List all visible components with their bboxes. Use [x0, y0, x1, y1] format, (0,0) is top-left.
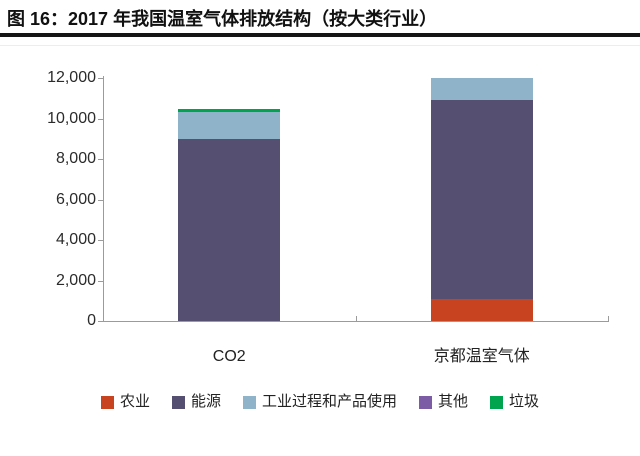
legend-label: 其他	[438, 393, 469, 410]
title-sub-rule	[0, 45, 640, 46]
y-axis-tick-label: 2,000	[55, 271, 96, 289]
legend-label: 工业过程和产品使用	[261, 393, 397, 410]
legend-swatch-other	[419, 395, 432, 409]
y-axis-tick-label: 6,000	[55, 190, 96, 208]
bar-segment-energy	[430, 100, 533, 299]
title-rule	[0, 33, 640, 37]
y-axis-tick-label: 12,000	[47, 69, 96, 86]
x-axis-tick-mark	[608, 316, 609, 322]
legend-swatch-energy	[171, 395, 185, 409]
legend-label: 垃圾	[509, 393, 540, 410]
y-axis-tick-mark	[98, 78, 103, 79]
legend-swatch-waste	[490, 395, 504, 409]
legend-label: 能源	[190, 393, 221, 410]
legend-item-industrial-process-and-product-use: 工业过程和产品使用	[242, 393, 397, 411]
bar-segment-energy	[178, 138, 281, 321]
bar-segment-waste	[178, 109, 281, 113]
chart-title: 图 16：2017 年我国温室气体排放结构（按大类行业）	[7, 9, 438, 29]
legend: 农业 能源 工业过程和产品使用 其他 垃圾	[0, 393, 640, 411]
legend-item-agriculture: 农业	[100, 393, 150, 411]
bar-stack-co2	[178, 109, 281, 321]
bar-stack-kyoto-ghg	[430, 78, 533, 321]
y-axis-tick-label: 8,000	[55, 150, 96, 167]
legend-label: 农业	[119, 393, 150, 410]
y-axis-tick-mark	[98, 280, 103, 282]
y-axis-tick-mark	[98, 240, 103, 241]
legend-item-energy: 能源	[171, 393, 221, 411]
y-axis-tick-label: 10,000	[47, 109, 96, 127]
bar-segment-industrial-process-and-product-use	[430, 78, 533, 101]
y-axis-tick-mark	[98, 199, 103, 201]
x-axis-tick-mark	[355, 316, 357, 322]
y-axis-tick-label: 4,000	[55, 231, 96, 248]
legend-swatch-industrial-process-and-product-use	[242, 395, 256, 409]
y-axis-tick-mark	[98, 159, 103, 160]
y-axis-tick-label: 0	[87, 312, 96, 329]
x-axis-label-kyoto-ghg: 京都温室气体	[433, 348, 530, 365]
bar-segment-industrial-process-and-product-use	[178, 112, 281, 139]
y-axis-tick-mark	[98, 118, 103, 120]
legend-item-other: 其他	[419, 393, 468, 411]
y-axis-tick-mark	[98, 321, 103, 322]
legend-item-waste: 垃圾	[490, 393, 539, 411]
x-axis-label-co2: CO2	[212, 348, 246, 365]
y-axis-line	[103, 76, 104, 322]
legend-swatch-agriculture	[100, 395, 114, 409]
bar-segment-agriculture	[430, 298, 533, 321]
